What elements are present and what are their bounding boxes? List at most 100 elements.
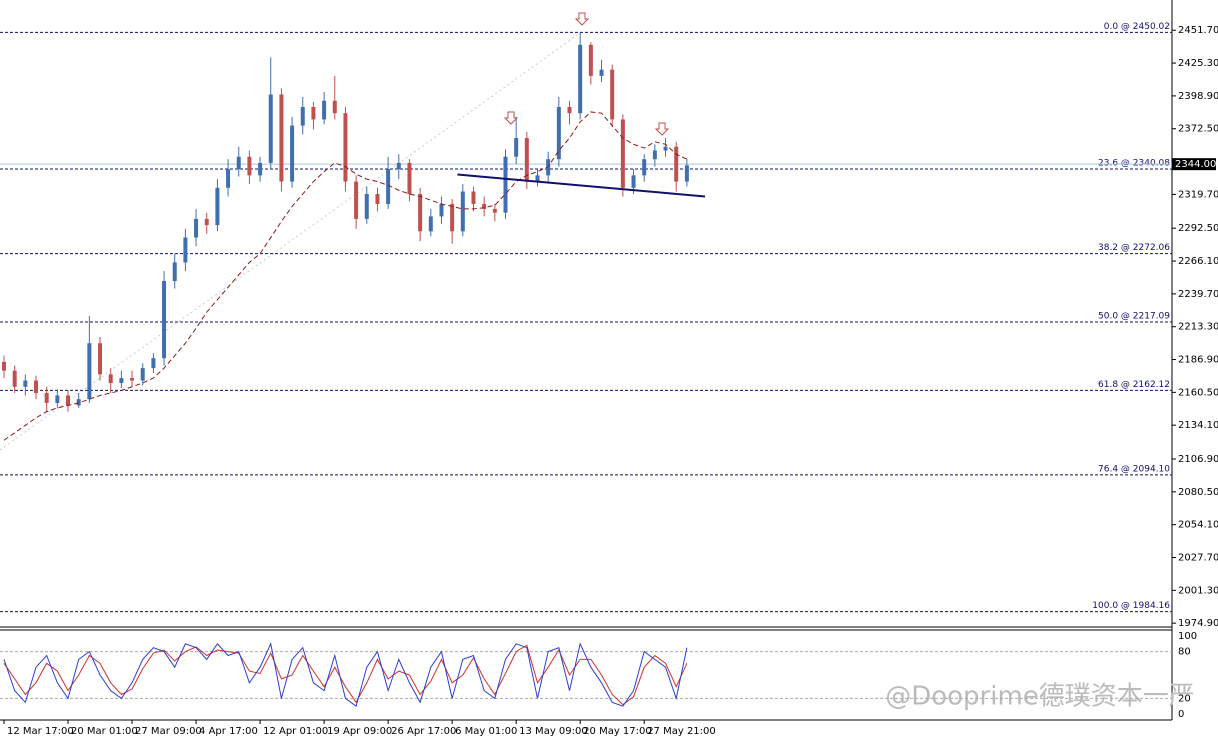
candle-body [460,191,465,232]
fib-label: 23.6 @ 2340.08 [1098,159,1170,169]
stoch-signal [3,644,688,706]
candle-body [375,194,380,204]
y-tick-label: 2372.50 [1178,124,1218,135]
candle-body [55,395,60,403]
arrow [654,122,670,136]
candle-body [151,358,156,369]
candle-body [418,194,423,232]
candle-body [599,69,604,76]
x-tick-label: 13 May 09:00 [519,726,588,737]
candle-body [471,191,476,204]
arrow [574,12,590,26]
candle-body [663,146,668,151]
candle-body [354,181,359,219]
candle-body [108,374,113,384]
candle-body [535,175,540,182]
candle-body [407,162,412,195]
candle-body [44,392,49,403]
candle-body [130,378,135,381]
fib-label: 76.4 @ 2094.10 [1098,464,1170,474]
candle-body [34,380,39,393]
current-price-label: 2344.00 [1175,159,1216,170]
x-tick-label: 6 May 01:00 [455,726,517,737]
candle-body [226,169,231,188]
y-tick-label: 2134.10 [1178,420,1218,431]
candle-body [87,343,92,400]
y-tick-label: 2080.50 [1178,487,1218,498]
candle-body [567,106,572,114]
candle-body [2,361,6,371]
y-tick-label: 2239.70 [1178,289,1218,300]
x-tick-label: 26 Apr 17:00 [391,726,456,737]
candle-body [290,125,295,182]
y-tick-label: 2027.70 [1178,552,1218,563]
x-tick-label: 27 May 21:00 [647,726,716,737]
fib-label: 100.0 @ 1984.16 [1092,601,1170,611]
watermark: @Dooprime德璞资本一严 [885,682,1195,712]
x-tick-label: 20 Mar 01:00 [71,726,138,737]
candle-body [386,169,391,204]
y-tick-label: 2160.50 [1178,387,1218,398]
candle-body [652,150,657,160]
candle-body [194,218,199,238]
candle-body [183,237,188,263]
candle-body [450,203,455,232]
candle-body [332,100,337,114]
candle-body [12,370,17,387]
candle-body [514,138,519,157]
arrow [503,111,519,125]
candle-body [215,187,220,226]
y-tick-label: 2213.30 [1178,322,1218,333]
candle-body [311,106,316,120]
candle-body [140,368,145,381]
y-tick-label: 2319.70 [1178,189,1218,200]
candle-body [546,159,551,176]
fib-label: 50.0 @ 2217.09 [1098,311,1170,321]
candle-body [66,395,71,406]
candle-body [76,399,81,406]
x-tick-label: 27 Mar 09:00 [135,726,202,737]
y-tick-label: 2054.10 [1178,520,1218,531]
candle-body [482,203,487,209]
candle-body [98,343,103,375]
candle-body [364,194,369,219]
candle-body [642,159,647,176]
candle-body [588,44,593,76]
y-tick-label: 2186.90 [1178,355,1218,366]
candle-body [492,208,497,213]
fib-label: 61.8 @ 2162.12 [1098,380,1170,390]
candle-body [524,138,529,182]
candle-body [503,156,508,213]
candle-body [247,156,252,176]
x-tick-label: 12 Apr 01:00 [263,726,328,737]
x-tick-label: 4 Apr 17:00 [199,726,258,737]
fib-diagonal [0,32,581,451]
candle-body [162,281,167,359]
y-tick-label: 2292.50 [1178,223,1218,234]
x-tick-label: 20 May 17:00 [583,726,652,737]
y-tick-label: 2106.90 [1178,454,1218,465]
stoch-tick-label: 100 [1178,631,1197,642]
fib-label: 38.2 @ 2272.06 [1098,243,1170,253]
candle-body [23,380,28,387]
pattern-arrows [503,12,670,136]
y-tick-label: 2001.30 [1178,585,1218,596]
candle-body [300,106,305,126]
candle-body [343,113,348,182]
candle-body [684,165,689,182]
stoch-tick-label: 20 [1178,693,1191,704]
candle-body [268,94,273,163]
candle-body [439,203,444,217]
current-price-box [1172,158,1216,171]
candle-body [396,162,401,170]
candle-body [631,175,636,188]
stoch-main [3,642,688,708]
candle-body [236,156,241,170]
candle-body [204,218,209,226]
candle-body [322,100,327,120]
candle-body [610,69,615,120]
y-tick-label: 2425.30 [1178,58,1218,69]
